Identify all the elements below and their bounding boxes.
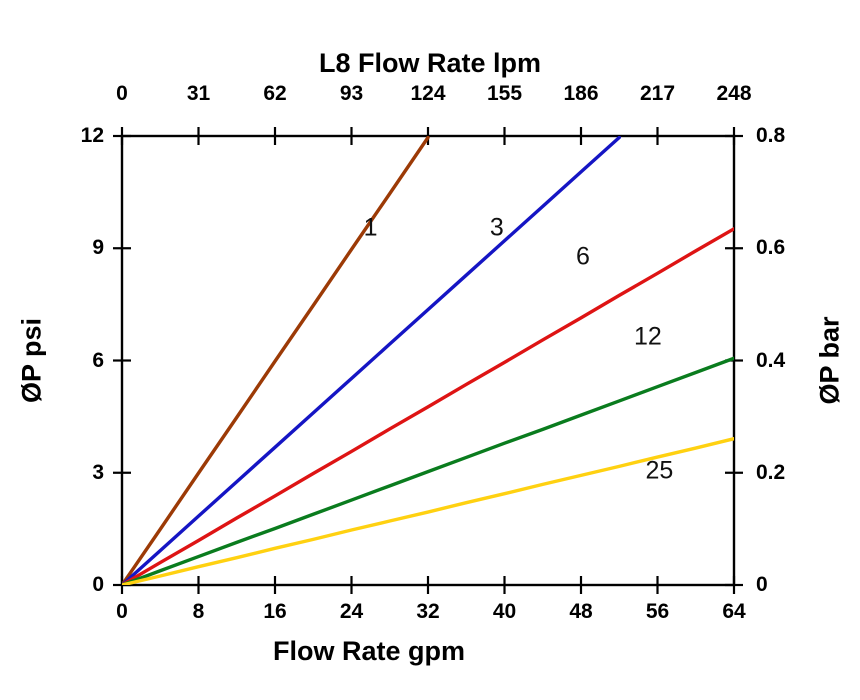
tick-label-x-64: 64 [722,600,746,623]
tick-label-y-0.4: 0.4 [756,348,786,372]
tick-label-x-62: 62 [263,82,287,105]
tick-label-x-0: 0 [116,600,128,623]
left-axis-tick-labels: 0 3 6 9 12 [0,0,122,700]
tick-label-y-9: 9 [92,236,104,260]
curve-1 [122,136,430,585]
top-axis-title: L8 Flow Rate lpm [0,48,860,79]
tick-label-y-12: 12 [80,124,104,147]
tick-label-y-0.2: 0.2 [756,460,786,484]
tick-label-x-24: 24 [339,600,364,623]
right-axis-tick-labels: 0 0.2 0.4 0.6 0.8 [734,0,860,700]
tick-label-x-40: 40 [492,600,517,623]
tick-label-x-124: 124 [410,82,446,105]
tick-label-y-0.6: 0.6 [756,236,786,260]
right-axis-title-text: ØP bar [814,316,845,405]
curve-6 [122,227,734,585]
tick-label-y-0: 0 [756,573,768,596]
data-curves [122,136,734,585]
tick-label-x-31: 31 [186,82,211,105]
tick-label-y-0.8: 0.8 [756,124,786,147]
curve-25 [122,437,734,585]
tick-label-x-32: 32 [416,600,440,623]
series-label-1: 1 [363,213,378,242]
tick-label-y-6: 6 [92,348,104,372]
left-axis-title-text: ØP psi [16,317,47,404]
tick-label-x-248: 248 [716,82,752,105]
curve-3 [122,136,621,585]
tick-label-x-93: 93 [339,82,364,105]
right-axis-title: ØP bar [815,266,846,456]
tick-label-x-217: 217 [639,82,676,105]
tick-label-x-16: 16 [263,600,287,623]
axis-tick-marks [113,127,743,594]
top-axis-tick-labels: 0 31 62 93 124 155 186 217 248 [0,82,860,110]
series-label-6: 6 [575,242,590,271]
tick-label-x-56: 56 [645,600,670,623]
left-axis-title: ØP psi [17,271,48,451]
series-label-25: 25 [645,456,674,484]
top-axis-title-text: L8 Flow Rate lpm [318,48,542,78]
tick-label-y-3: 3 [92,460,104,484]
tick-label-y-0: 0 [92,573,104,596]
tick-label-x-186: 186 [563,82,599,105]
bottom-axis-tick-labels: 0 8 16 24 32 40 48 56 64 [0,600,860,628]
tick-label-x-8: 8 [192,600,205,623]
curve-12 [122,356,734,585]
series-label-3: 3 [489,213,504,242]
bottom-axis-title: Flow Rate gpm [0,636,738,667]
series-label-12: 12 [634,322,662,351]
tick-label-x-48: 48 [569,600,593,623]
tick-label-x-155: 155 [486,82,523,105]
bottom-axis-title-text: Flow Rate gpm [272,636,465,666]
tick-label-x-0: 0 [116,82,128,105]
